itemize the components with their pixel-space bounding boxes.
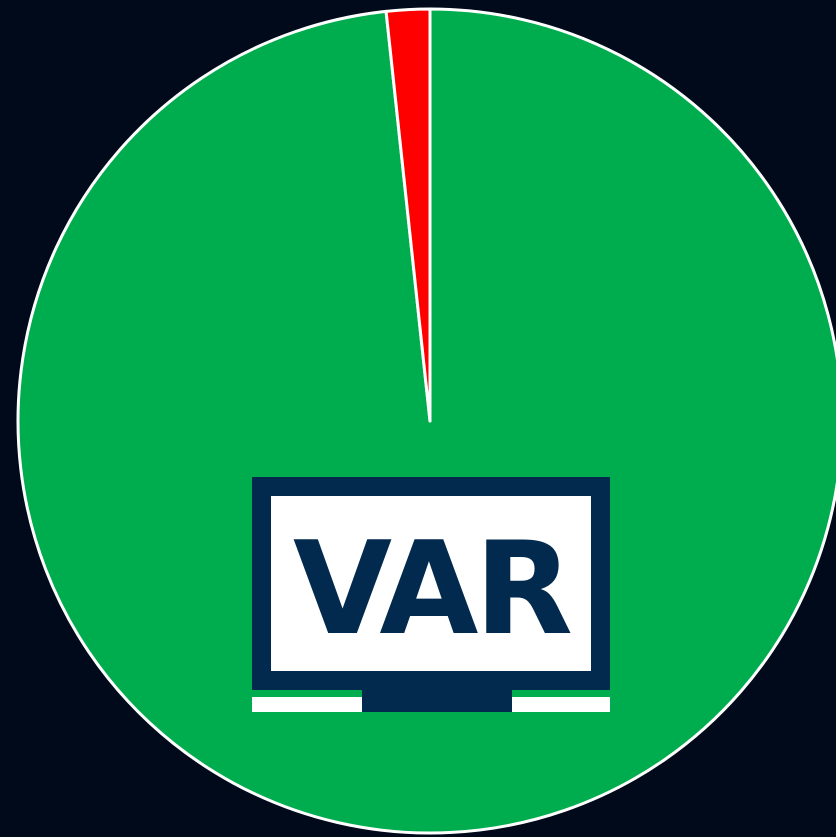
logo-screen xyxy=(271,496,591,671)
logo-text: VAR xyxy=(293,515,570,664)
pie xyxy=(16,7,836,835)
var-logo: VAR xyxy=(252,477,610,712)
logo-base-left xyxy=(252,697,362,712)
logo-base-right xyxy=(512,697,610,712)
logo-stand xyxy=(362,690,512,712)
pie-slice xyxy=(16,7,836,835)
pie-slice xyxy=(384,7,432,423)
